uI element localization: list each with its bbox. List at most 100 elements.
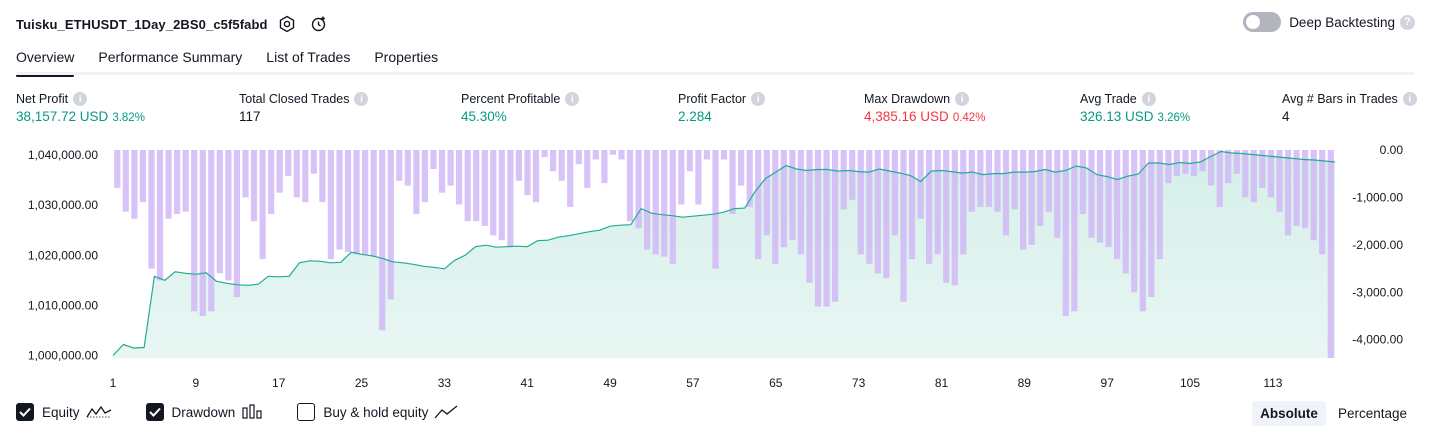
drawdown-bar <box>310 150 317 174</box>
help-icon[interactable]: ? <box>1400 14 1415 30</box>
tab-overview[interactable]: Overview <box>16 44 75 77</box>
equity-drawdown-chart: 1,000,000.00 1,010,000.00 1,020,000.00 1,03… <box>28 143 1403 390</box>
drawdown-bar <box>1020 150 1027 250</box>
metric-value: 2.284 <box>678 109 712 124</box>
drawdown-bar <box>174 150 181 214</box>
drawdown-bar <box>584 150 591 188</box>
drawdown-bar <box>370 150 377 257</box>
info-icon[interactable]: i <box>1141 92 1156 106</box>
drawdown-bar <box>934 150 941 255</box>
drawdown-bar <box>755 150 762 260</box>
drawdown-bar <box>216 150 223 274</box>
drawdown-bar <box>866 150 873 264</box>
equity-line <box>112 150 1336 356</box>
drawdown-bar <box>1233 150 1240 174</box>
legend-equity[interactable]: Equity <box>16 403 112 421</box>
drawdown-bar <box>268 150 275 214</box>
metric-label: Avg # Bars in Trades <box>1282 92 1398 106</box>
x-tick-label: 17 <box>272 376 286 390</box>
metric-value: 38,157.72 USD <box>16 109 109 124</box>
drawdown-bar <box>601 150 608 184</box>
drawdown-bar <box>1302 150 1309 229</box>
drawdown-bar <box>926 150 933 264</box>
info-icon[interactable]: i <box>955 92 970 106</box>
drawdown-bar <box>1054 150 1061 238</box>
x-tick-label: 113 <box>1263 376 1282 390</box>
x-tick-label: 73 <box>852 376 866 390</box>
info-icon[interactable]: i <box>1402 92 1417 106</box>
deep-backtesting-toggle[interactable] <box>1243 12 1282 32</box>
drawdown-bar <box>396 150 403 181</box>
settings-gear-icon[interactable] <box>274 11 300 37</box>
drawdown-bar <box>857 150 864 255</box>
drawdown-bar <box>1259 150 1266 188</box>
drawdown-bar <box>994 150 1001 212</box>
drawdown-bar <box>532 150 540 203</box>
equity-line-layer <box>112 150 1336 356</box>
drawdown-bar <box>1156 150 1163 260</box>
tab-divider <box>16 72 1415 75</box>
x-tick-label: 105 <box>1180 376 1200 390</box>
drawdown-bar <box>695 150 702 205</box>
metric-profit-factor: Profit Factor i 2.284 <box>678 92 766 124</box>
tab-performance-summary[interactable]: Performance Summary <box>98 49 243 65</box>
metric-avg-bars-in-trades: Avg # Bars in Trades i 4 <box>1282 92 1417 124</box>
y-left-tick-label: 1,040,000.00 <box>28 148 98 162</box>
info-icon[interactable]: i <box>565 92 580 106</box>
drawdown-bar <box>293 150 300 198</box>
drawdown-bar <box>789 150 796 241</box>
buy-hold-line-icon <box>434 404 458 420</box>
y-right-tick-label: -2,000.00 <box>1352 238 1403 252</box>
drawdown-bar <box>985 150 992 207</box>
strategy-header: Tuisku_ETHUSDT_1Day_2BS0_c5f5fabd <box>16 10 332 38</box>
drawdown-bar <box>1182 150 1189 174</box>
drawdown-bar <box>891 150 898 236</box>
drawdown-bar <box>122 150 129 212</box>
drawdown-bar <box>1037 150 1044 226</box>
deep-backtesting-control: Deep Backtesting ? <box>1243 12 1415 32</box>
drawdown-bar <box>259 150 266 260</box>
legend-drawdown[interactable]: Drawdown <box>145 403 264 421</box>
info-icon[interactable]: i <box>73 92 88 106</box>
info-icon[interactable]: i <box>751 92 766 106</box>
add-alert-icon[interactable] <box>306 11 332 37</box>
x-tick-label: 89 <box>1018 376 1032 390</box>
metric-value: 326.13 USD <box>1080 109 1154 124</box>
metric-avg-trade: Avg Trade i 326.13 USD 3.26% <box>1080 92 1190 124</box>
drawdown-bar <box>840 150 847 210</box>
drawdown-bar <box>1148 150 1155 297</box>
drawdown-bar <box>772 150 779 264</box>
y-left-tick-label: 1,030,000.00 <box>28 198 98 212</box>
legend-buy-hold[interactable]: Buy & hold equity <box>297 403 458 421</box>
drawdown-bar <box>874 150 881 274</box>
metric-label: Avg Trade <box>1080 92 1137 106</box>
percentage-mode-button[interactable]: Percentage <box>1337 406 1407 421</box>
drawdown-bar <box>1002 150 1010 236</box>
drawdown-bar <box>558 150 565 181</box>
chart-legend: Equity Drawdown Buy & hold equity <box>16 403 492 421</box>
equity-checkbox[interactable] <box>16 403 34 421</box>
drawdown-bar <box>447 150 454 186</box>
drawdown-bar <box>1293 150 1300 226</box>
drawdown-bar <box>618 150 625 160</box>
drawdown-bar <box>430 150 437 169</box>
drawdown-bar <box>951 150 958 286</box>
drawdown-bar <box>823 150 830 307</box>
buy-hold-checkbox[interactable] <box>297 403 316 421</box>
drawdown-bar <box>968 150 975 212</box>
drawdown-bar <box>763 150 770 236</box>
drawdown-checkbox[interactable] <box>145 403 164 421</box>
drawdown-bar <box>746 150 753 207</box>
absolute-mode-button[interactable]: Absolute <box>1252 401 1326 426</box>
drawdown-bar <box>490 150 497 236</box>
info-icon[interactable]: i <box>354 92 369 106</box>
tab-list-of-trades[interactable]: List of Trades <box>266 49 351 65</box>
deep-backtesting-label: Deep Backtesting <box>1289 14 1395 30</box>
tab-properties[interactable]: Properties <box>374 49 439 65</box>
x-tick-label: 33 <box>438 376 452 390</box>
drawdown-bar <box>661 150 668 257</box>
drawdown-bar <box>250 150 258 222</box>
drawdown-bar <box>1071 150 1078 312</box>
drawdown-bar <box>1045 150 1052 212</box>
metric-label: Total Closed Trades <box>239 92 350 106</box>
